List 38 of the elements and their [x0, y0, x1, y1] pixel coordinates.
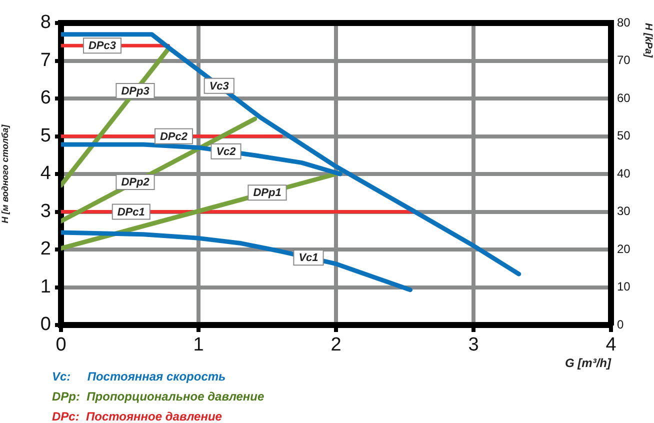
text: DPp: Пропорциональное давление [52, 389, 264, 404]
x-tick-label: 2 [330, 334, 342, 356]
y2-tick-label: 50 [617, 128, 631, 143]
series-label: DPp2 [121, 176, 150, 189]
y2-tick-label: 40 [617, 166, 631, 180]
x-tick-label: 1 [193, 334, 204, 356]
series-label: Vc2 [216, 146, 236, 158]
y-tick-label: 0 [40, 314, 51, 336]
y-tick-label: 1 [40, 276, 51, 298]
y-tick-label: 5 [40, 125, 51, 146]
x-tick-label: 3 [468, 334, 479, 356]
y-axis-title: H [м водного столба] [0, 124, 10, 224]
series-label: Vc3 [209, 80, 229, 92]
series-label: DPc2 [160, 130, 188, 143]
text: DPc: Постоянное давление [52, 409, 222, 423]
y2-tick-label: 10 [617, 280, 631, 294]
x-tick-label: 4 [606, 334, 617, 356]
y-tick-label: 7 [40, 50, 51, 71]
y-tick-label: 4 [40, 163, 52, 184]
y2-tick-label: 60 [617, 90, 631, 105]
series-label: DPc3 [88, 40, 116, 52]
series-label: DPp1 [253, 187, 282, 200]
y-tick-label: 6 [40, 88, 51, 109]
y2-tick-label: 20 [617, 242, 631, 256]
y2-tick-label: 30 [617, 204, 631, 218]
x-axis-title: G [m³/h] [565, 356, 612, 370]
y2-tick-label: 70 [617, 53, 631, 68]
y-tick-label: 3 [40, 200, 51, 222]
text: Vc: Постоянная скорость [52, 369, 226, 384]
series-label: DPc1 [117, 206, 145, 218]
y2-tick-label: 80 [617, 15, 631, 30]
y-tick-label: 2 [40, 238, 51, 260]
y-tick-label: 8 [40, 12, 51, 34]
y2-tick-label: 0 [617, 317, 624, 332]
x-tick-label: 0 [56, 334, 66, 356]
series-label: Vc1 [298, 252, 318, 264]
series-label: DPp3 [121, 86, 150, 98]
y2-axis-title: H [kPa] [642, 23, 654, 58]
